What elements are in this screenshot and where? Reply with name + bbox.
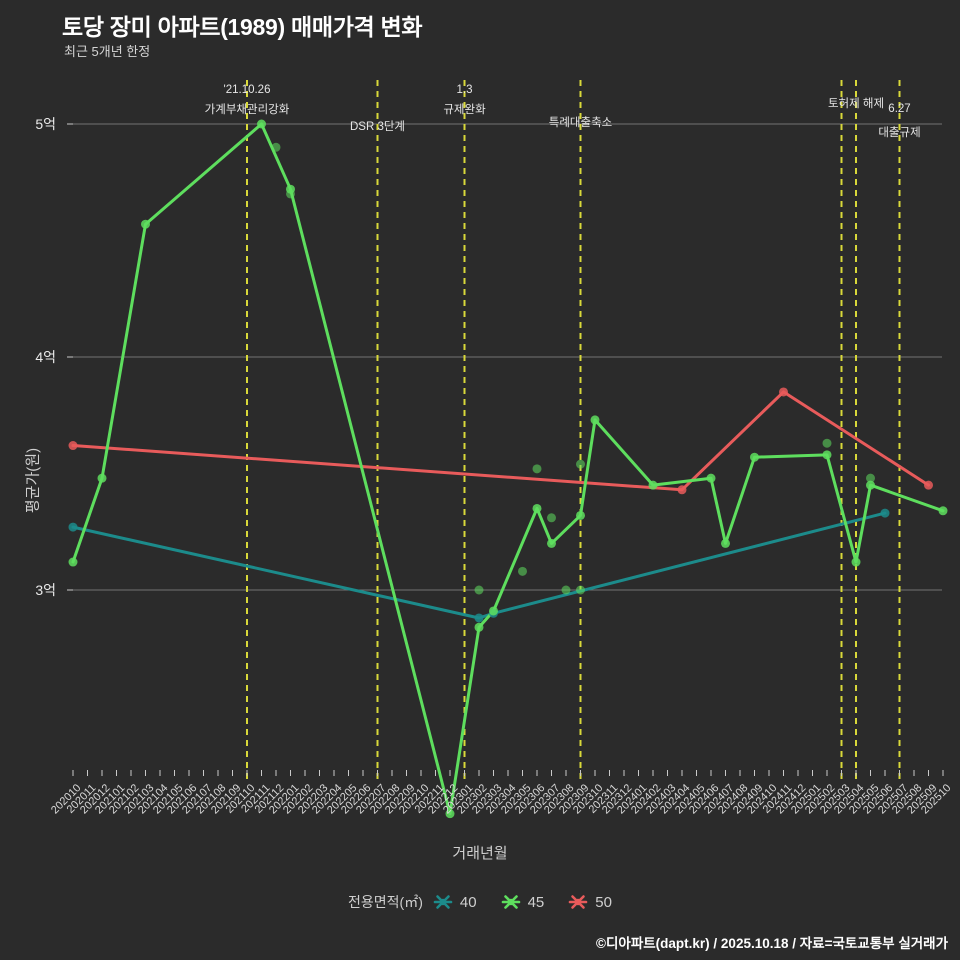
data-point-marker: [141, 219, 150, 229]
data-point-marker: [257, 119, 266, 129]
data-point-marker: [489, 606, 498, 616]
data-point-marker: [677, 485, 687, 495]
legend-item-40[interactable]: 40: [433, 892, 477, 912]
data-point-marker: [590, 415, 600, 425]
data-point-marker: [750, 452, 759, 462]
data-point-marker: [938, 506, 948, 516]
data-point-marker: [474, 585, 484, 595]
data-point-marker: [68, 441, 78, 451]
y-tick: 3억: [0, 582, 60, 610]
page-title: 토당 장미 아파트(1989) 매매가격 변화: [62, 14, 423, 40]
data-point-marker: [822, 438, 832, 448]
data-point-marker: [576, 585, 585, 595]
event-label-202301: 규제완화: [443, 104, 486, 116]
data-point-marker: [532, 464, 542, 474]
data-point-marker: [547, 538, 556, 548]
data-point-marker: [924, 480, 933, 490]
y-tick: 4억: [0, 349, 60, 377]
data-point-marker: [576, 459, 585, 469]
legend-label-40: 40: [459, 893, 477, 911]
legend-label-50: 50: [595, 893, 612, 911]
legend-label-45: 45: [527, 893, 545, 911]
data-point-marker: [68, 557, 78, 567]
series-line-40: [71, 511, 887, 620]
event-label-202504: 토허제 해제: [827, 98, 885, 110]
data-point-marker: [518, 566, 527, 576]
asterisk-marker-45-icon: [501, 895, 520, 909]
data-point-marker: [822, 450, 832, 460]
chart-legend: 전용면적(㎡) 40 45 50: [0, 892, 960, 912]
data-point-marker: [721, 538, 730, 548]
data-point-marker: [68, 522, 78, 532]
data-point-marker: [474, 613, 484, 623]
data-point-marker: [880, 508, 890, 518]
legend-item-45[interactable]: 45: [501, 892, 545, 912]
data-point-marker: [779, 387, 788, 397]
event-label-202207: DSR 3단계: [349, 121, 406, 133]
page-subtitle: 최근 5개년 한정: [64, 44, 151, 59]
data-point-marker: [866, 480, 875, 490]
legend-title: 전용면적(㎡): [348, 894, 423, 910]
data-point-marker: [286, 184, 295, 194]
event-label-202507: 대출규제: [878, 127, 921, 139]
x-axis-label: 거래년월: [452, 845, 508, 862]
y-tick-label: 5억: [35, 116, 56, 132]
data-point-marker: [561, 585, 571, 595]
y-tick-label: 3억: [35, 582, 56, 598]
asterisk-marker-40-icon: [433, 895, 453, 909]
data-point-marker: [445, 809, 455, 819]
series-line-45: [71, 122, 945, 816]
data-point-marker: [532, 503, 542, 513]
data-point-marker: [474, 622, 484, 632]
asterisk-marker-50-icon: [568, 895, 588, 909]
legend-item-50[interactable]: 50: [568, 892, 612, 912]
data-point-marker: [706, 473, 716, 483]
event-title-202110: '21.10.26: [223, 84, 271, 96]
event-label-202309: 특례대출축소: [548, 117, 613, 129]
data-point-marker: [271, 142, 281, 152]
event-label-202110: 가계부채관리강화: [204, 104, 290, 116]
data-point-marker: [866, 473, 875, 483]
event-title-202507: 6.27: [888, 103, 911, 115]
footer-credit: ©디아파트(dapt.kr) / 2025.10.18 / 자료=국토교통부 실…: [596, 936, 948, 951]
event-title-202301: 1.3: [456, 84, 473, 96]
data-point-marker: [547, 513, 556, 523]
y-axis-label: 평균가(원): [24, 447, 42, 514]
series-line-50: [71, 390, 930, 492]
data-point-marker: [97, 473, 107, 483]
data-point-marker: [576, 510, 585, 520]
data-point-marker: [648, 480, 658, 490]
data-point-marker: [851, 557, 861, 567]
y-tick: 5억: [0, 116, 60, 144]
y-tick-label: 4억: [35, 349, 56, 365]
